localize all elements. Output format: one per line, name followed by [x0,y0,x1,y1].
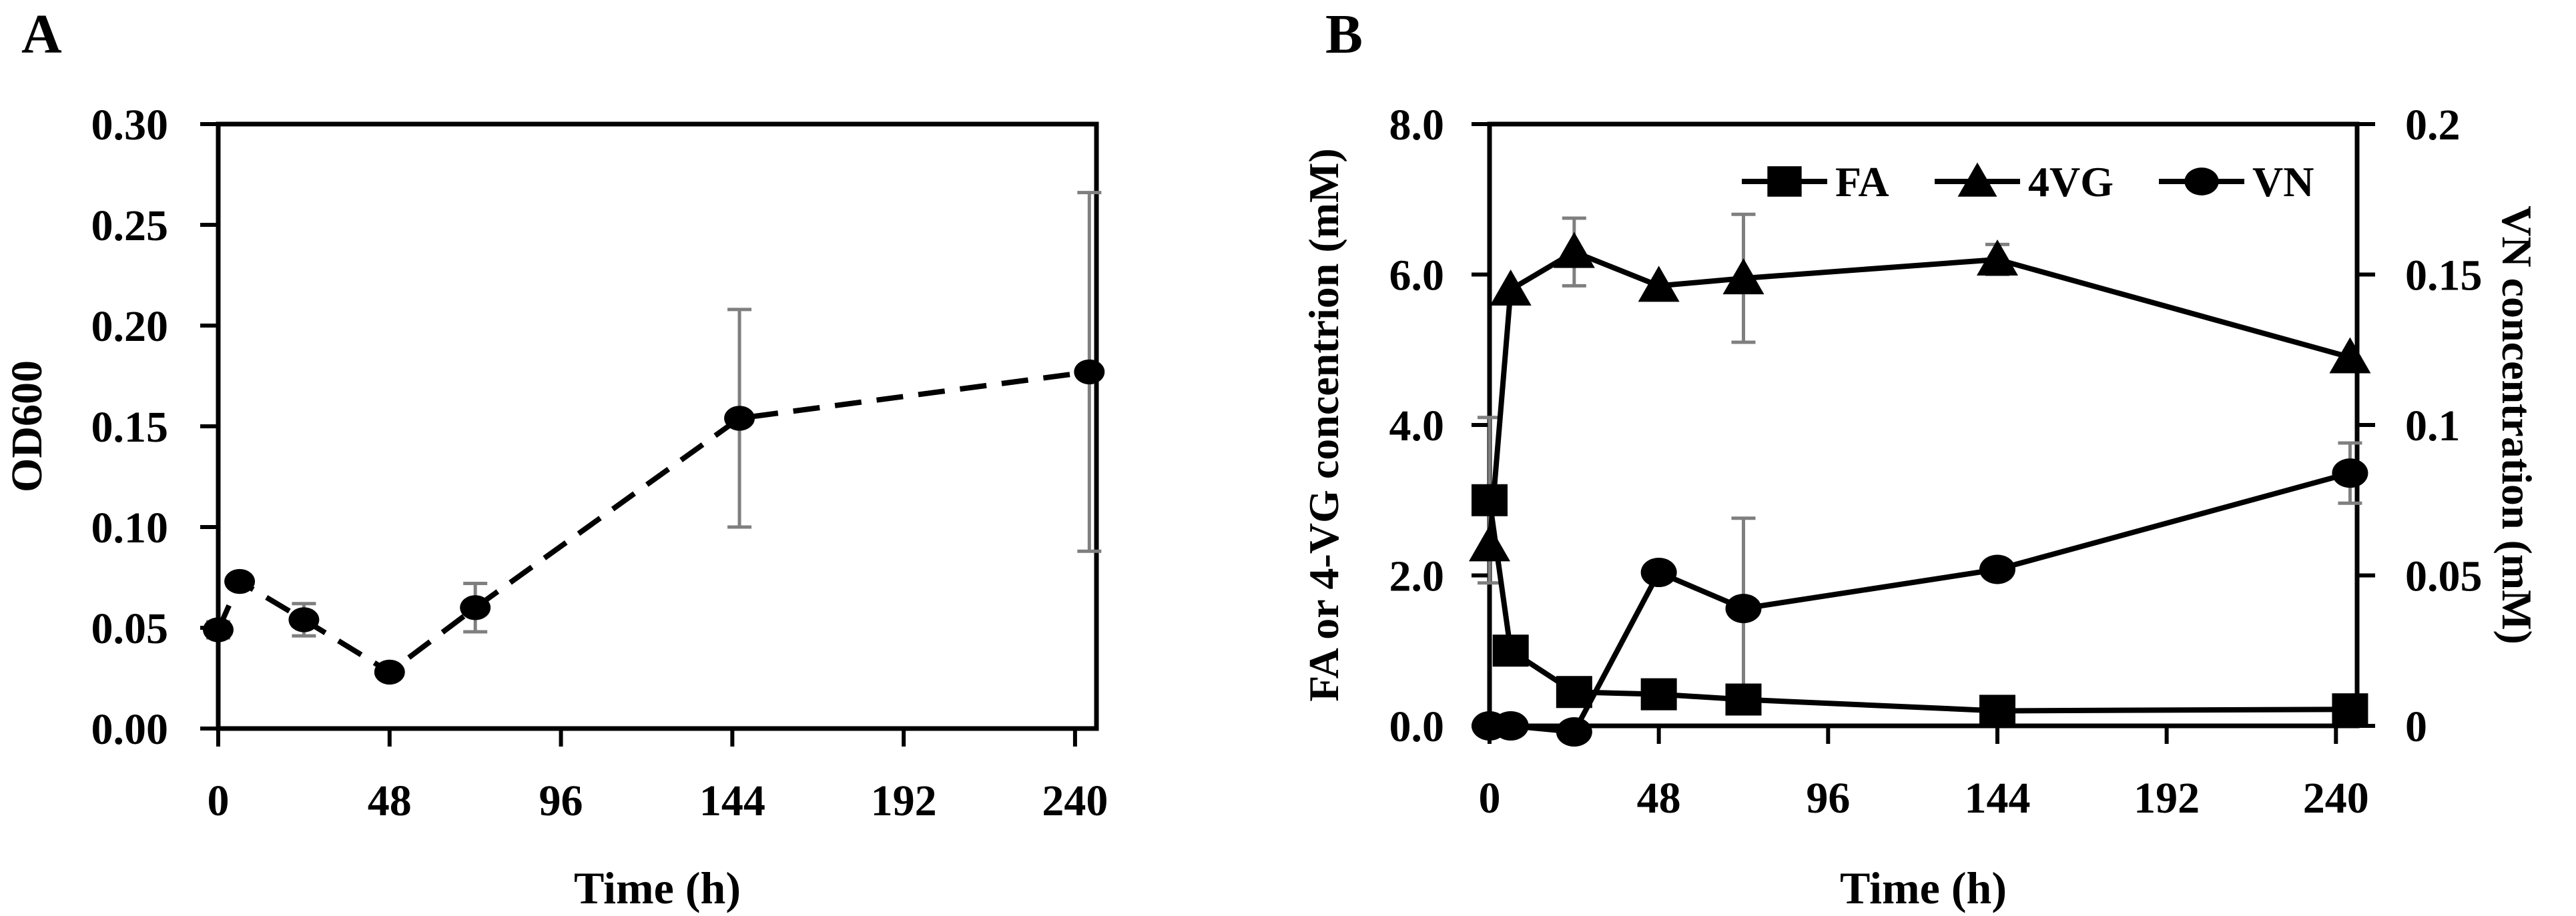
y-tick-label-left: 8.0 [1389,101,1445,149]
y-tick-label-left: 2.0 [1389,552,1445,601]
x-tick-label: 48 [1637,774,1681,823]
plot-border [216,121,1099,731]
y-axis-title: OD600 [3,360,51,492]
legend-marker-4VG [1957,162,1997,197]
data-point-FA [2332,693,2368,726]
data-point-VN [1556,717,1592,747]
data-point-OD600 [1074,359,1105,385]
data-point-VN [1979,554,2015,584]
x-tick-label: 240 [2303,774,2369,823]
y-tick-label-left: 0.10 [91,504,169,552]
data-point-OD600 [374,659,405,685]
data-point-4VG [1490,270,1532,306]
data-point-OD600 [224,568,256,594]
y-tick-label-left: 6.0 [1389,252,1445,300]
data-point-4VG [1469,525,1510,562]
data-point-OD600 [203,617,234,642]
data-point-4VG [1976,239,2018,276]
data-point-VN [1725,594,1762,624]
y-tick-label-left: 0.25 [91,201,169,250]
y-tick-label-left: 0.30 [91,101,169,149]
legend-marker-VN [2184,167,2219,195]
legend-label-4VG: 4VG [2028,158,2114,205]
y-tick-label-right: 0.05 [2405,552,2483,601]
series-line-OD600 [216,369,1090,676]
x-tick-label: 0 [1479,774,1501,823]
data-point-4VG [1553,232,1595,268]
y-tick-label-left: 0.00 [91,705,169,754]
y-tick-label-left: 4.0 [1389,402,1445,450]
x-tick-label: 144 [699,777,765,825]
x-tick-label: 48 [368,777,412,825]
y-tick-label-left: 0.20 [91,302,169,351]
x-tick-label: 0 [208,777,230,825]
plot-border [1487,121,2360,729]
y-axis-title-left: FA or 4-VG concentrion (mM) [1300,148,1347,701]
chart-panel-a: 0 48 96 144 192 240 0.00 0.05 0.10 0.15 0.20 0.25 0.… [3,101,1108,913]
data-point-FA [1556,676,1592,709]
data-point-4VG [2329,337,2371,374]
y-tick-label-left: 0.0 [1389,703,1445,751]
panel-a-letter: A [21,3,62,65]
y-tick-label-left: 0.15 [91,403,169,452]
legend-label-VN: VN [2252,158,2314,205]
x-tick-label: 96 [1806,774,1850,823]
y-tick-label-right: 0 [2405,703,2427,751]
x-tick-label: 144 [1964,774,2030,823]
x-axis-title: Time (h) [1840,863,2007,913]
data-point-FA [1472,484,1508,516]
y-tick-label-right: 0.1 [2405,402,2461,450]
data-point-4VG [1638,266,1680,302]
data-point-FA [1979,695,2015,727]
legend-marker-FA [1767,166,1802,197]
y-tick-label-right: 0.2 [2405,101,2461,149]
x-tick-label: 96 [539,777,583,825]
data-point-VN [2332,458,2368,488]
data-point-FA [1725,683,1762,716]
data-point-VN [1492,711,1529,741]
x-axis-title: Time (h) [574,863,741,913]
data-point-OD600 [460,595,491,620]
data-point-OD600 [288,607,320,632]
data-point-FA [1640,678,1677,711]
data-point-OD600 [724,406,755,431]
y-axis-title-right: VN concentration (mM) [2493,205,2541,644]
data-point-FA [1492,634,1529,667]
chart-panel-b: 0 48 96 144 192 240 0.0 2.0 4.0 6.0 8.0 0 0.05 0.1 0.1… [1300,101,2541,913]
series-line-FA [1487,500,2350,714]
x-tick-label: 192 [2134,774,2200,823]
y-tick-label-left: 0.05 [91,604,169,653]
series-line-4VG [1487,249,2351,546]
x-tick-label: 192 [871,777,937,825]
panel-b-letter: B [1325,3,1363,65]
x-tick-label: 240 [1042,777,1108,825]
data-point-VN [1640,557,1677,587]
data-point-4VG [1722,258,1764,295]
y-tick-label-right: 0.15 [2405,252,2483,300]
legend-label-FA: FA [1835,158,1889,205]
